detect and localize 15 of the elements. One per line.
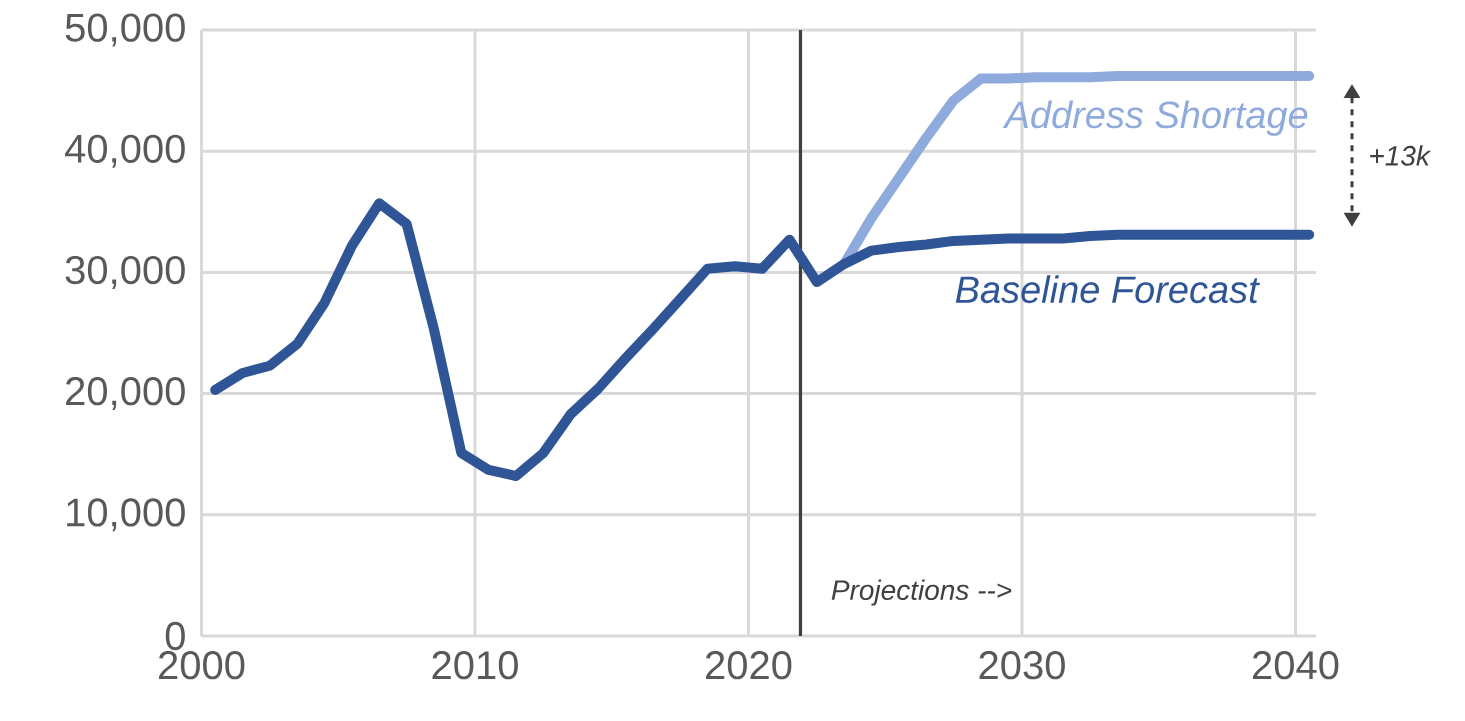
annotation: Projections -->: [831, 579, 1012, 606]
series-label: Address Shortage: [1002, 100, 1308, 136]
x-tick-label: 2020: [706, 651, 792, 680]
y-tick-label: 30,000: [65, 255, 185, 289]
x-tick-label: 2030: [979, 651, 1065, 680]
y-tick-label: 20,000: [66, 377, 185, 411]
text: +13k: [1370, 145, 1432, 166]
y-tick-label: 40,000: [65, 134, 185, 168]
y-tick-label: 0: [165, 621, 185, 651]
x-tick-label: 2000: [159, 651, 245, 680]
x-tick-label: 2010: [432, 651, 518, 680]
y-tick-label: 50,000: [65, 13, 185, 47]
x-tick-label: 2040: [1253, 651, 1339, 680]
y-tick-label: 10,000: [67, 498, 185, 532]
series-label: Baseline Forecast: [955, 275, 1260, 304]
